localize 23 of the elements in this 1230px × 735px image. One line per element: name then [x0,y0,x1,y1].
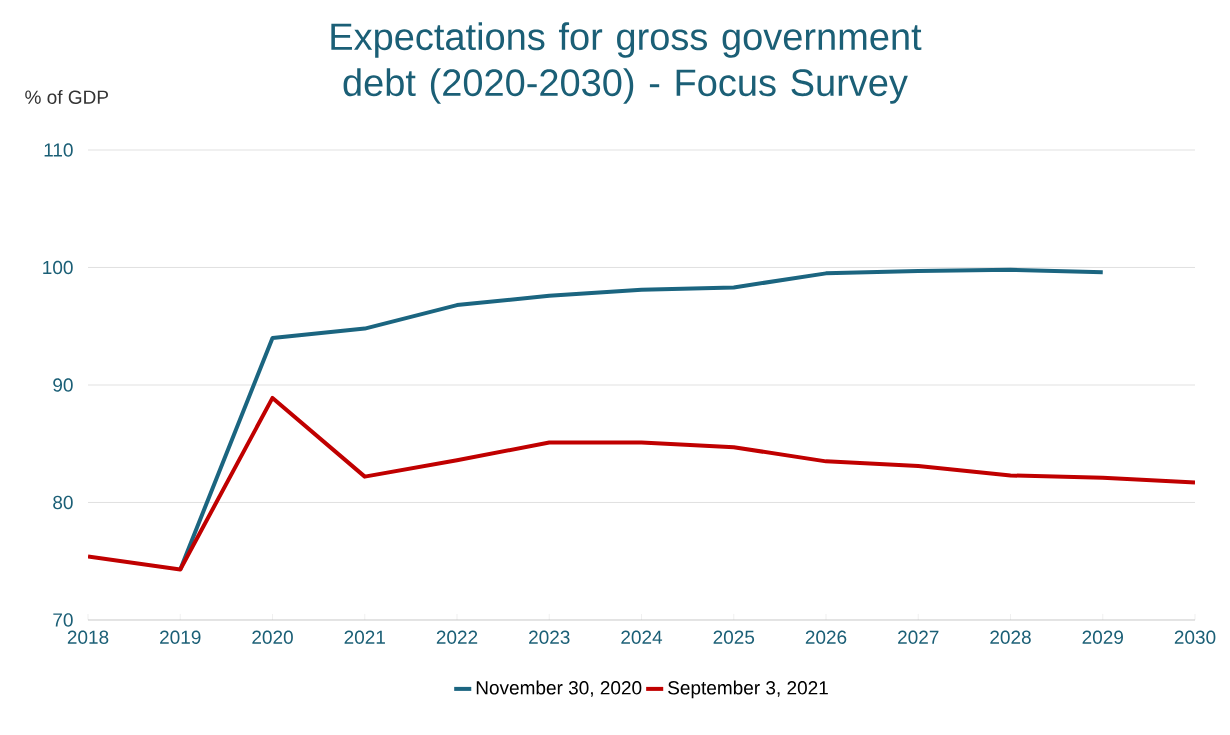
y-tick-label: 110 [44,143,73,157]
legend-label: September 3, 2021 [668,680,828,699]
x-tick-label: 2018 [67,630,109,644]
x-tick-label: 2019 [160,630,201,644]
x-tick-label: 2027 [898,630,939,644]
y-axis-title: % of GDP [25,90,108,104]
legend-label: November 30, 2020 [476,680,642,697]
x-tick-label: 2024 [621,630,663,644]
y-tick-label: 80 [53,495,73,510]
chart-title: Expectations for gross government debt (2020-2030) - Focus Survey [331,22,922,104]
x-tick-label: 2029 [1082,630,1123,644]
x-tick-label: 2025 [713,630,755,644]
x-tick-label: 2030 [1174,630,1216,644]
y-tick-label: 90 [53,378,73,392]
line-series [88,395,1196,572]
y-tick-label: 100 [43,260,73,275]
x-tick-label: 2022 [436,630,478,644]
x-tick-label: 2023 [529,630,570,644]
x-tick-label: 2020 [252,630,293,644]
x-tick-label: 2028 [990,630,1031,644]
x-tick-label: 2021 [344,630,385,644]
y-tick-label: 70 [53,613,73,627]
x-tick-label: 2026 [805,630,847,644]
